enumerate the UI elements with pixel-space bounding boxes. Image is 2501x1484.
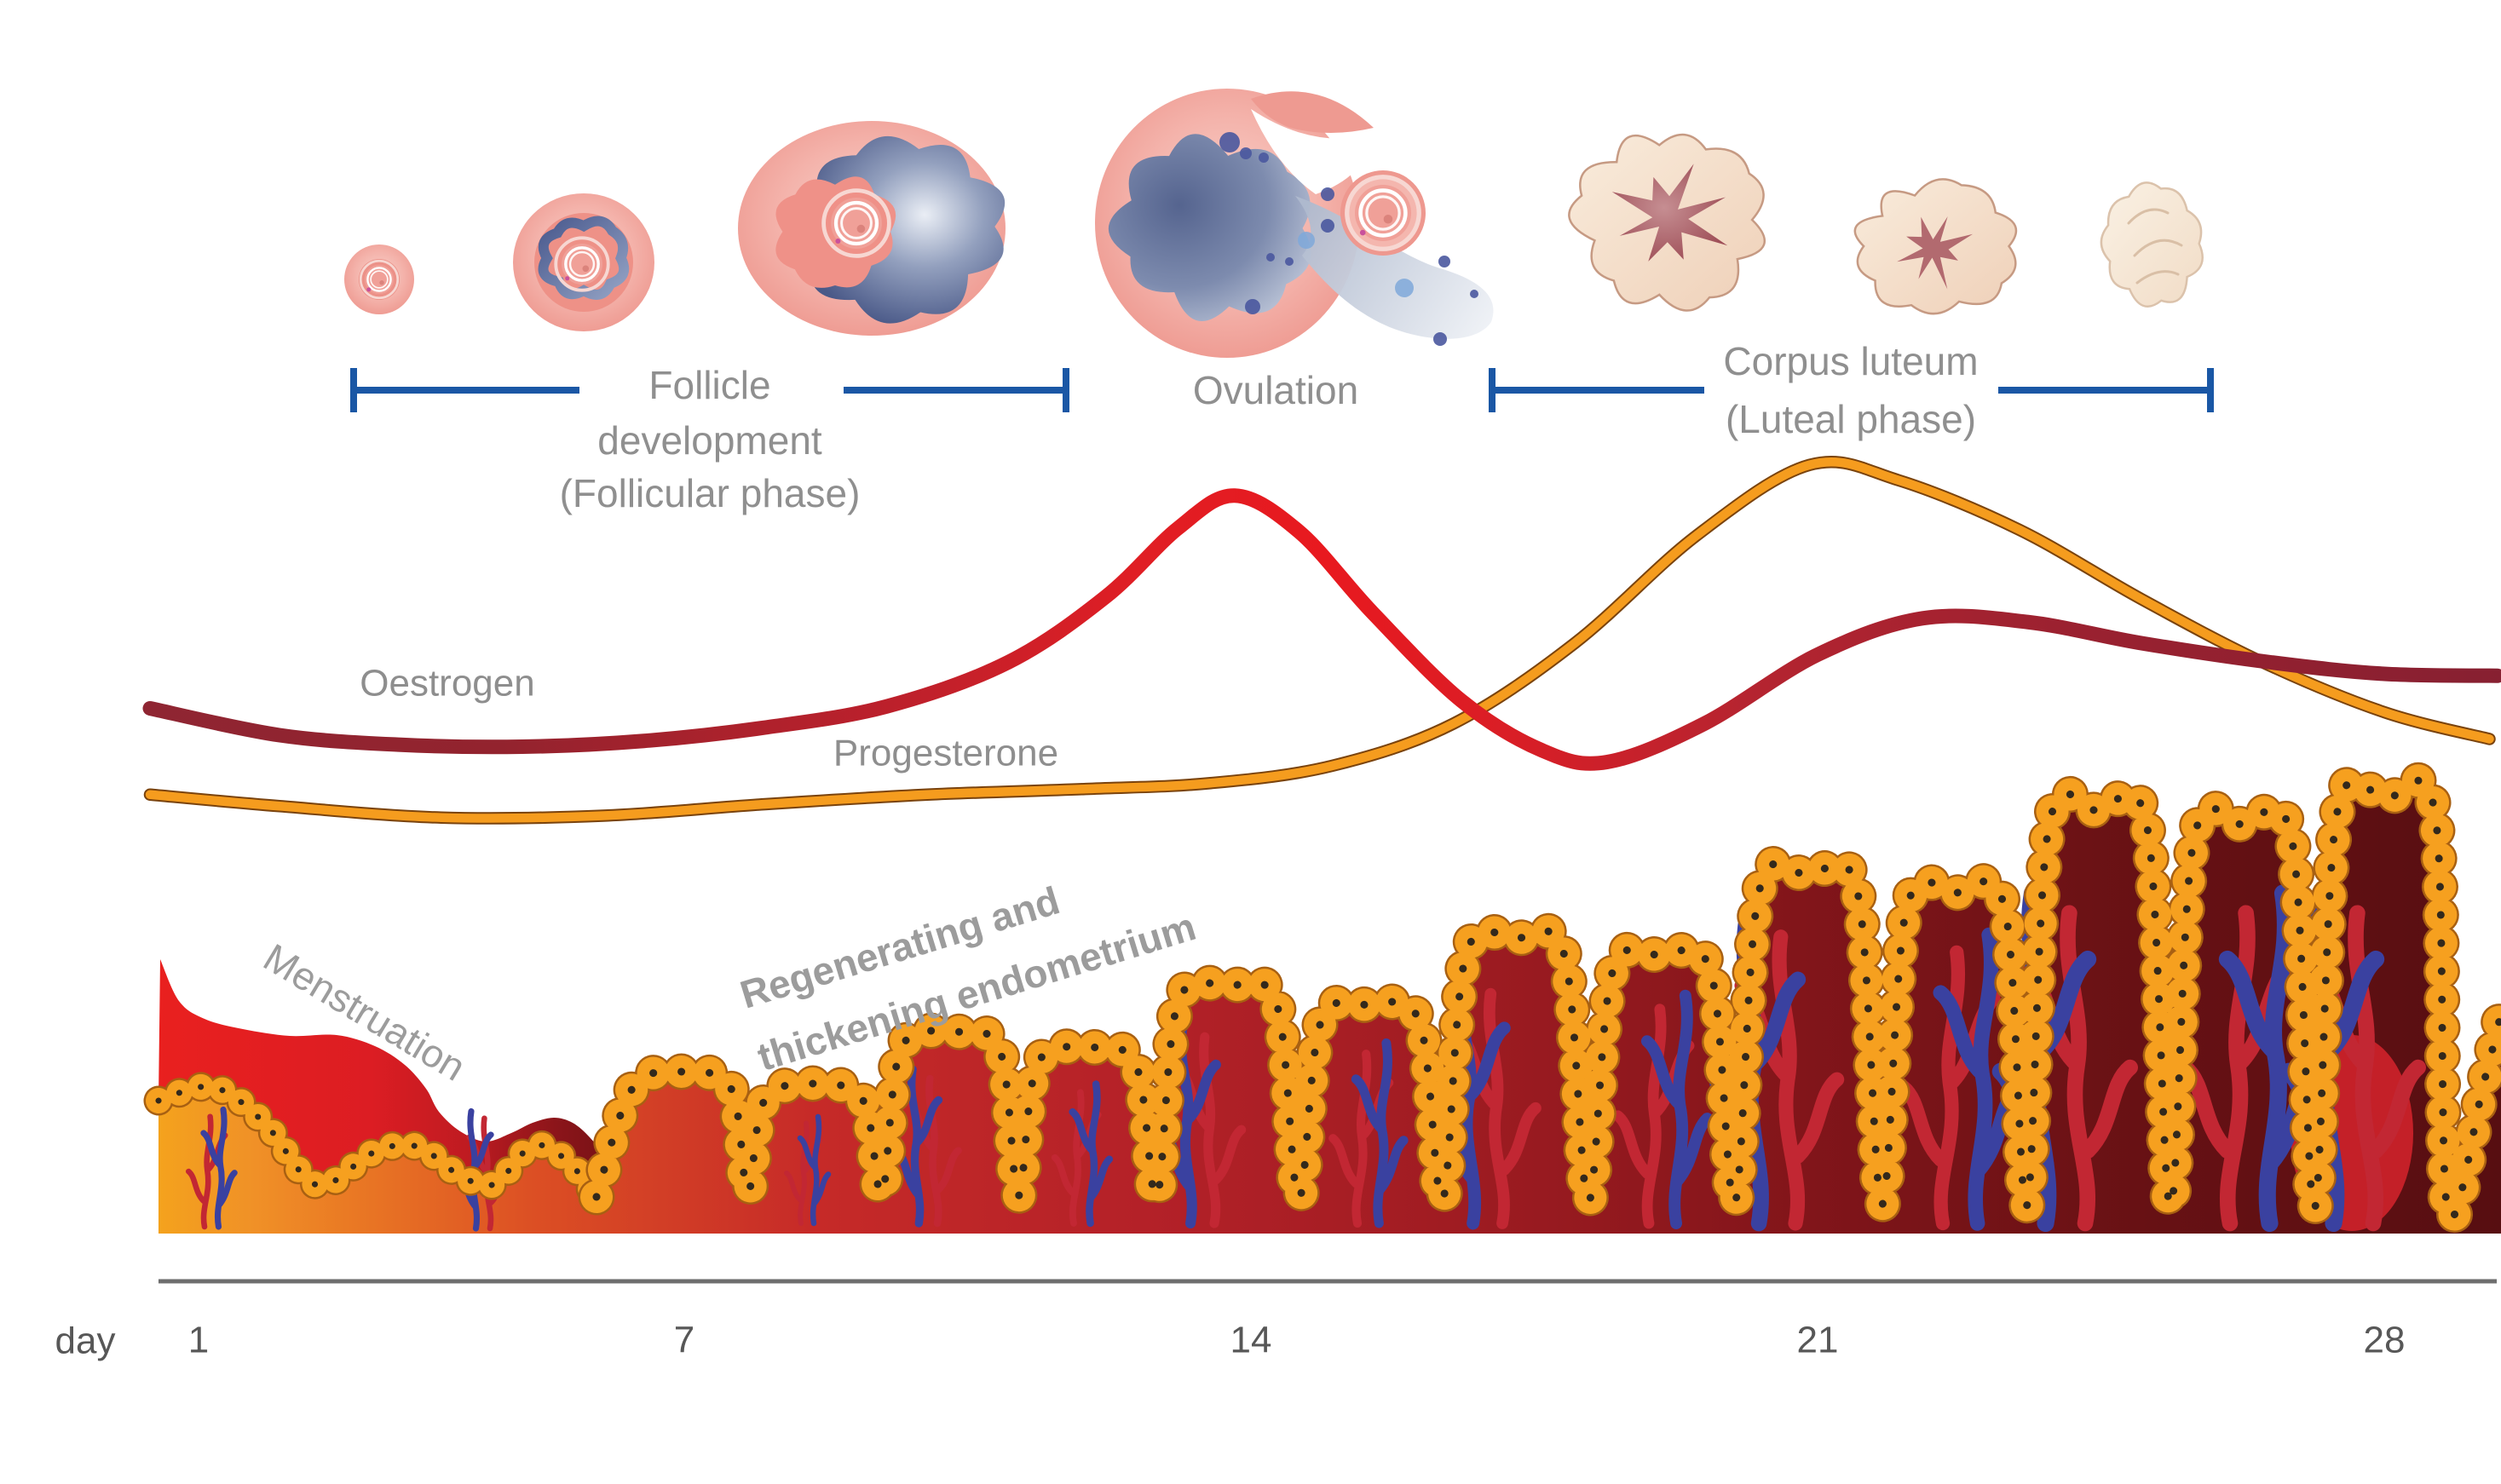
- corpus-albicans-creases: [2127, 208, 2183, 285]
- ovulation-label: Ovulation: [1193, 368, 1358, 412]
- cell-row: [580, 764, 2501, 1234]
- follicular-phase-label-line1: Follicle: [648, 363, 770, 407]
- oestrogen-curve: [142, 488, 2501, 771]
- water-droplet-icon: [1395, 279, 1414, 297]
- oocyte-icon: [554, 236, 610, 292]
- luteal-phase-bracket: [1489, 368, 2214, 412]
- axis-day-label: day: [55, 1320, 116, 1362]
- hormone-curves: Oestrogen Progesterone: [142, 456, 2501, 825]
- cell-row: [146, 1073, 609, 1210]
- ovulation-egg-release-icon: [1095, 89, 1494, 358]
- corpus-albicans-icon: [2100, 181, 2204, 308]
- follicular-phase-label-line2: development: [597, 418, 822, 463]
- follicular-phase-label-line3: (Follicular phase): [560, 471, 861, 515]
- luteal-phase-label-line1: Corpus luteum: [1723, 339, 1978, 383]
- oocyte-icon: [821, 188, 891, 258]
- droplet-icon: [1259, 152, 1269, 163]
- droplet-icon: [1321, 187, 1334, 201]
- follicle-crest: [1251, 91, 1374, 133]
- oocyte-icon: [1345, 175, 1421, 251]
- droplet-icon: [1219, 132, 1240, 152]
- oocytes: [359, 170, 1426, 300]
- endometrium-illustration: [143, 762, 2501, 1237]
- day-tick-21: 21: [1797, 1320, 1839, 1361]
- progesterone-label: Progesterone: [833, 733, 1058, 774]
- droplet-icon: [1433, 332, 1447, 346]
- day-tick-28: 28: [2364, 1320, 2406, 1361]
- droplet-icon: [1470, 290, 1478, 298]
- oocyte-icon: [359, 259, 400, 300]
- luteal-phase-label-line2: (Luteal phase): [1726, 397, 1976, 441]
- progesterone-curve: [145, 457, 2494, 823]
- fluid-droplets: [1219, 132, 1478, 346]
- day-tick-1: 1: [188, 1320, 209, 1361]
- droplet-icon: [1266, 253, 1275, 262]
- regressing-corpus-luteum-icon: [1853, 178, 2018, 315]
- follicular-phase-bracket: [350, 368, 1069, 412]
- water-droplet-icon: [1298, 232, 1315, 249]
- axis-tick-labels: 1 7 14 21 28: [188, 1320, 2406, 1361]
- oestrogen-label: Oestrogen: [360, 663, 534, 705]
- droplet-icon: [1285, 257, 1294, 266]
- phase-annotations: Follicle development (Follicular phase) …: [350, 339, 2214, 515]
- droplet-icon: [1245, 299, 1260, 314]
- follicle-rupture-notch: [1251, 109, 1375, 194]
- follicle-stages: [344, 89, 2204, 358]
- epithelial-cell-layer: [143, 762, 2501, 1237]
- droplet-icon: [1438, 256, 1450, 267]
- day-axis: day 1 7 14 21 28: [55, 1279, 2497, 1362]
- droplet-icon: [1240, 147, 1252, 159]
- corpus-luteum-icon: [1568, 133, 1766, 312]
- day-tick-7: 7: [674, 1320, 694, 1361]
- day-tick-14: 14: [1230, 1320, 1272, 1361]
- droplet-icon: [1321, 219, 1334, 233]
- menstruation-shedding-layer: [158, 959, 616, 1197]
